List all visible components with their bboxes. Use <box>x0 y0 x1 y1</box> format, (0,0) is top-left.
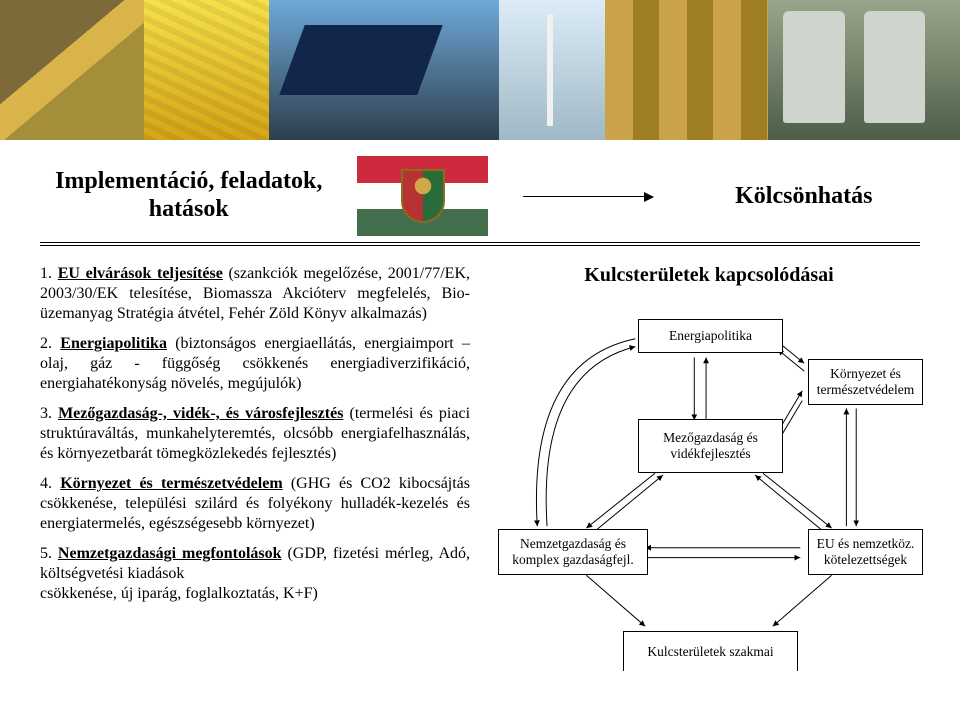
arrow-right-icon <box>523 196 653 197</box>
numbered-list: 1. EU elvárások teljesítése (szankciók m… <box>40 264 470 669</box>
banner-photo-field <box>0 0 144 140</box>
item-lead: Környezet és természetvédelem <box>60 475 282 492</box>
relationship-diagram: Energiapolitika Környezet és természetvé… <box>498 299 920 669</box>
diagram-box-right-upper: Környezet és természetvédelem <box>808 359 923 405</box>
item-number: 3. <box>40 405 52 422</box>
item-lead: Energiapolitika <box>60 335 167 352</box>
banner-photo-silos <box>768 0 960 140</box>
list-item: 1. EU elvárások teljesítése (szankciók m… <box>40 264 470 324</box>
diagram-box-top: Energiapolitika <box>638 319 783 353</box>
arrow-container <box>508 196 668 197</box>
diagram-connectors-svg <box>498 299 920 669</box>
list-item: 3. Mezőgazdaság-, vidék-, és városfejles… <box>40 404 470 464</box>
header-photo-banner <box>0 0 960 140</box>
content-row: 1. EU elvárások teljesítése (szankciók m… <box>0 248 960 669</box>
banner-photo-corn <box>144 0 269 140</box>
divider-lines <box>0 242 960 246</box>
item-lead: EU elvárások teljesítése <box>58 265 223 282</box>
item-number: 4. <box>40 475 52 492</box>
list-item: 5. Nemzetgazdasági megfontolások (GDP, f… <box>40 544 470 604</box>
diagram-box-bottom-cut: Kulcsterületek szakmai <box>623 631 798 671</box>
item-cutoff-line: csökkenése, új iparág, foglalkoztatás, K… <box>40 584 470 604</box>
left-heading: Implementáció, feladatok, hatások <box>40 168 337 223</box>
list-item: 2. Energiapolitika (biztonságos energiae… <box>40 334 470 394</box>
item-number: 2. <box>40 335 52 352</box>
coat-of-arms-icon <box>401 169 445 223</box>
banner-photo-solar-panels <box>269 0 499 140</box>
diagram-title: Kulcsterületek kapcsolódásai <box>498 264 920 287</box>
title-row: Implementáció, feladatok, hatások Kölcsö… <box>0 156 960 236</box>
item-lead: Nemzetgazdasági megfontolások <box>58 545 282 562</box>
diagram-box-left-lower: Nemzetgazdaság és komplex gazdaságfejl. <box>498 529 648 575</box>
item-number: 1. <box>40 265 52 282</box>
item-lead: Mezőgazdaság-, vidék-, és városfejleszté… <box>58 405 343 422</box>
left-heading-line2: hatások <box>40 196 337 224</box>
diagram-box-right-lower: EU és nemzetköz. kötelezettségek <box>808 529 923 575</box>
banner-photo-wind-turbine <box>499 0 605 140</box>
item-number: 5. <box>40 545 52 562</box>
hungary-flag <box>357 156 487 236</box>
right-heading: Kölcsönhatás <box>688 183 920 210</box>
diagram-box-center: Mezőgazdaság és vidékfejlesztés <box>638 419 783 473</box>
diagram-column: Kulcsterületek kapcsolódásai <box>498 264 920 669</box>
banner-photo-hay-bales <box>605 0 768 140</box>
list-item: 4. Környezet és természetvédelem (GHG és… <box>40 474 470 534</box>
left-heading-line1: Implementáció, feladatok, <box>40 168 337 196</box>
